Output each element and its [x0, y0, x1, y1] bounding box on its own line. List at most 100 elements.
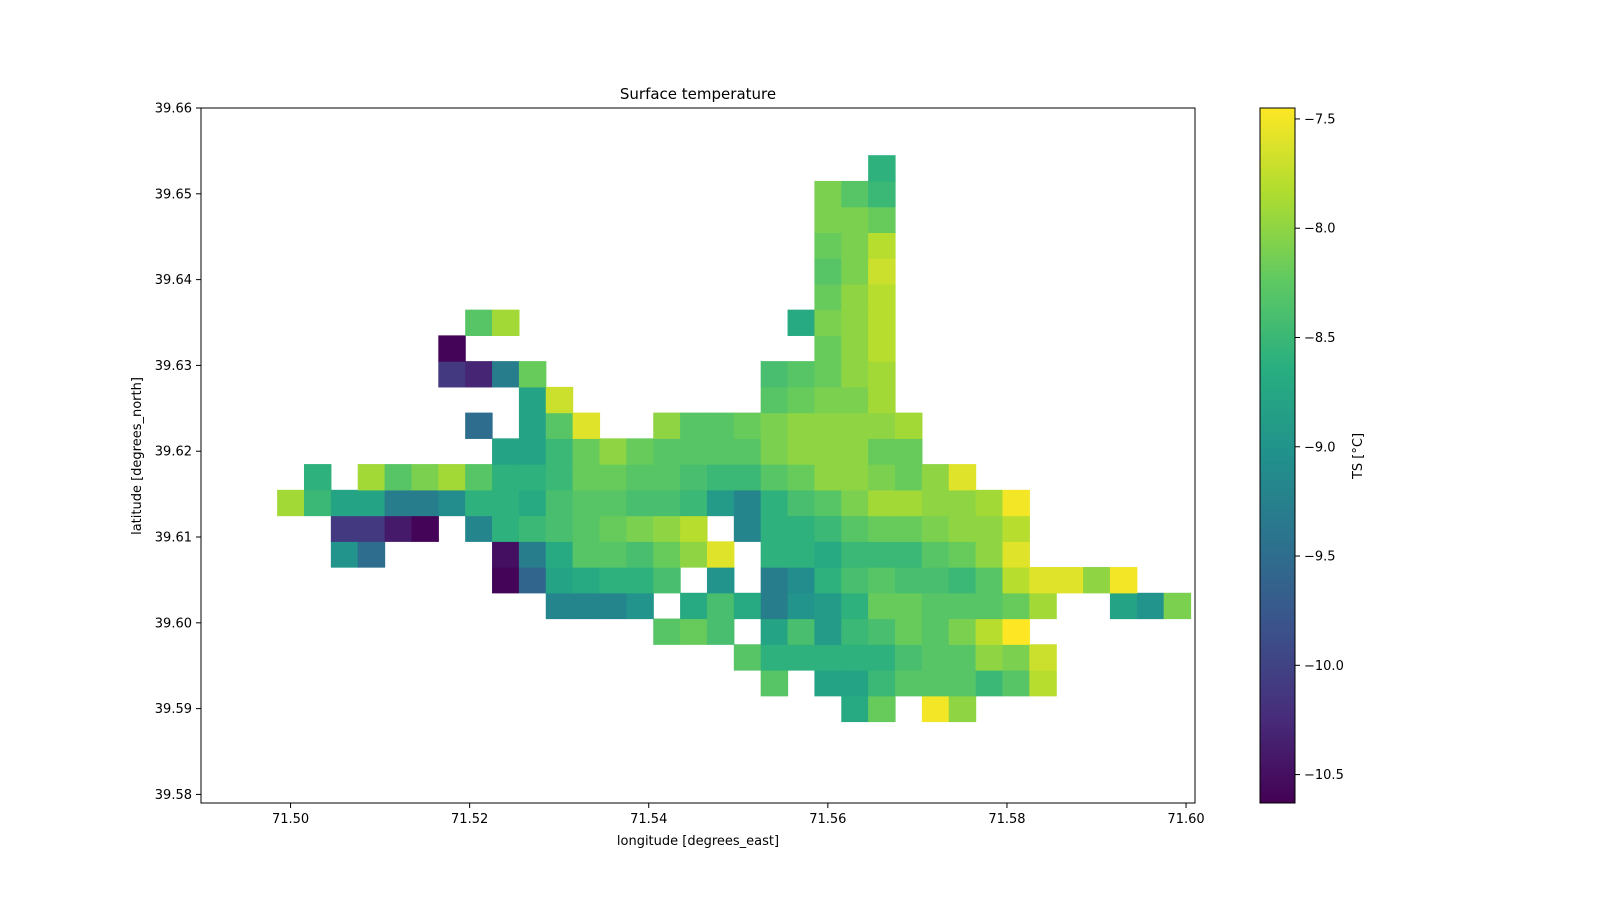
heatmap-cell [921, 670, 950, 697]
heatmap-cell [868, 438, 896, 465]
heatmap-cell [841, 258, 869, 285]
y-tick-label: 39.64 [155, 273, 192, 288]
heatmap-cell [1083, 567, 1111, 594]
heatmap-cell [868, 489, 896, 517]
x-tick-label: 71.60 [1167, 812, 1204, 827]
heatmap-cell [760, 386, 789, 414]
heatmap-cell [1002, 489, 1030, 517]
heatmap-cell [895, 515, 923, 542]
heatmap-cell [572, 464, 601, 491]
heatmap-cell [411, 489, 439, 517]
heatmap-cell [599, 438, 627, 465]
heatmap-cell [706, 567, 735, 594]
heatmap-cell [1109, 592, 1138, 620]
heatmap-cell [895, 644, 923, 671]
heatmap-cell [975, 515, 1004, 542]
heatmap-cell [492, 438, 520, 465]
heatmap-cell [868, 361, 896, 388]
heatmap-cell [975, 592, 1004, 620]
heatmap-cell [706, 464, 735, 491]
heatmap-cell [706, 541, 735, 568]
heatmap-cell [465, 361, 493, 388]
heatmap-cell [572, 541, 601, 568]
heatmap-cell [948, 592, 977, 620]
heatmap-cell [357, 464, 386, 491]
x-tick-label: 71.54 [630, 812, 667, 827]
heatmap-cell [975, 567, 1004, 594]
colorbar-tick-label: −8.0 [1304, 222, 1336, 237]
y-axis-ticks: 39.58 39.59 39.60 39.61 39.62 39.63 39.64 39.65… [155, 102, 201, 803]
heatmap-cell [465, 489, 493, 517]
heatmap-cell [492, 361, 520, 388]
heatmap-cell [975, 670, 1004, 697]
colorbar-ticks: −7.5 −8.0 −8.5 −9.0 −9.5 −10.0 −10.5 [1295, 112, 1344, 783]
heatmap-cell [841, 515, 869, 542]
heatmap-cell [948, 695, 977, 723]
chart-title: Surface temperature [620, 85, 776, 103]
heatmap-cell [760, 438, 789, 465]
heatmap-cell [948, 567, 977, 594]
heatmap-cell [680, 489, 708, 517]
heatmap-cell [814, 335, 842, 362]
heatmap-cell [895, 592, 923, 620]
heatmap-cell [733, 489, 762, 517]
heatmap-cell [1002, 644, 1030, 671]
heatmap-cell [626, 541, 654, 568]
heatmap-cell [814, 309, 842, 336]
heatmap-cell [438, 335, 466, 362]
heatmap-cell [626, 489, 654, 517]
heatmap-cell [975, 644, 1004, 671]
heatmap-cell [330, 515, 359, 542]
heatmap-cell [438, 361, 466, 388]
heatmap-cell [814, 489, 842, 517]
heatmap-cell [599, 515, 627, 542]
x-axis-label: longitude [degrees_east] [617, 834, 779, 849]
heatmap-cell [787, 618, 816, 645]
heatmap-cell [626, 438, 654, 465]
y-tick-label: 39.61 [155, 531, 192, 546]
heatmap-cell [572, 489, 601, 517]
heatmap-cell [599, 592, 627, 620]
heatmap-cell [1002, 541, 1030, 568]
heatmap-cell [787, 592, 816, 620]
x-tick-label: 71.50 [272, 812, 309, 827]
heatmap-cell [814, 592, 842, 620]
heatmap-cell [814, 567, 842, 594]
heatmap-cell [814, 232, 842, 259]
heatmap-cell [599, 541, 627, 568]
heatmap-cell [706, 438, 735, 465]
x-tick-label: 71.52 [451, 812, 488, 827]
heatmap-cell [814, 670, 842, 697]
heatmap-cell [760, 464, 789, 491]
heatmap-cell [895, 618, 923, 645]
heatmap-cell [1002, 515, 1030, 542]
heatmap-cell [545, 515, 574, 542]
heatmap-cell [921, 464, 950, 491]
heatmap-cell [518, 361, 547, 388]
heatmap-cell [921, 489, 950, 517]
colorbar-label: TS [°C] [1351, 433, 1366, 480]
heatmap-cell [787, 541, 816, 568]
heatmap-cell [357, 515, 386, 542]
heatmap-cell [841, 206, 869, 234]
heatmap-cell [868, 386, 896, 414]
heatmap-cell [841, 489, 869, 517]
heatmap-cell [680, 438, 708, 465]
heatmap-cell [787, 567, 816, 594]
heatmap-cell [841, 361, 869, 388]
heatmap-cell [1109, 567, 1138, 594]
heatmap-cell [545, 489, 574, 517]
heatmap-cell [733, 438, 762, 465]
heatmap-cell [518, 541, 547, 568]
heatmap-cell [733, 592, 762, 620]
heatmap-cell [814, 438, 842, 465]
heatmap-cell [1002, 592, 1030, 620]
heatmap-cell [572, 412, 601, 439]
heatmap-cell [680, 412, 708, 439]
heatmap-cell [545, 541, 574, 568]
heatmap-cell [814, 541, 842, 568]
colorbar [1259, 107, 1296, 804]
heatmap-cell [841, 541, 869, 568]
heatmap-cell [841, 283, 869, 311]
